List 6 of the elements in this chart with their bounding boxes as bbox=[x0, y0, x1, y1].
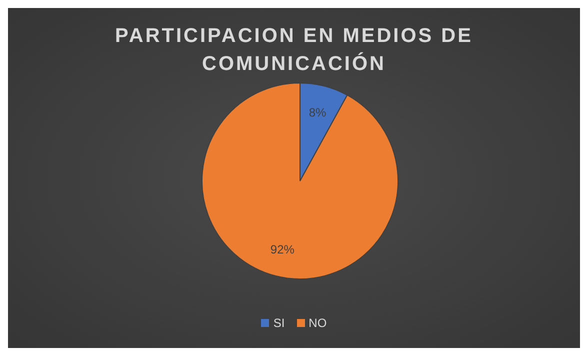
pie-slice bbox=[202, 82, 398, 280]
data-label: 8% bbox=[308, 106, 327, 120]
chart-title: PARTICIPACION EN MEDIOS DE COMUNICACIÓN bbox=[114, 24, 474, 77]
legend-label: SI bbox=[273, 316, 285, 330]
data-label: 92% bbox=[270, 242, 295, 256]
slice-label: NO bbox=[308, 316, 327, 330]
